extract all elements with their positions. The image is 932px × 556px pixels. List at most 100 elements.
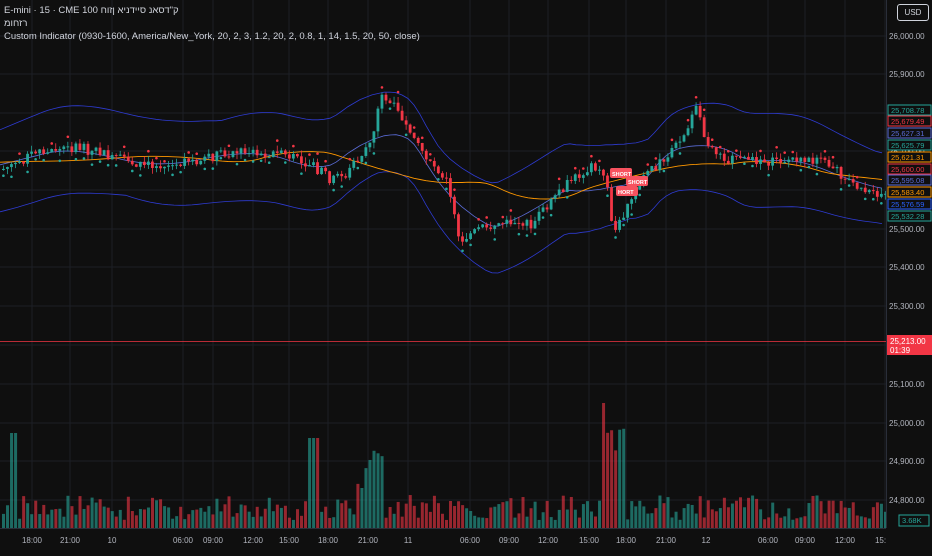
currency-button[interactable]: USD (897, 4, 929, 21)
candle-body (775, 157, 779, 159)
candle-body (767, 162, 770, 166)
candle-body (34, 151, 38, 154)
candle-body (142, 161, 146, 165)
volume-bar (875, 502, 879, 528)
signal-dot (718, 145, 722, 149)
volume-bar (364, 468, 368, 528)
candle-body (666, 157, 670, 162)
volume-bar (255, 506, 259, 528)
candle-body (449, 178, 452, 197)
volume-bar (537, 519, 541, 528)
signal-dot (509, 209, 513, 212)
candle-body (706, 137, 710, 147)
candle-body (747, 156, 750, 160)
volume-bar (662, 503, 666, 528)
volume-bar (420, 502, 424, 528)
signal-dot (541, 216, 545, 219)
candle-body (606, 175, 609, 188)
indicator-legend[interactable]: Custom Indicator (0930-1600, America/New… (4, 31, 420, 42)
candle-body (843, 178, 847, 180)
volume-bar (300, 515, 304, 528)
volume-bar (388, 507, 392, 528)
candle-body (493, 225, 497, 229)
candle-body (694, 105, 698, 115)
signal-dot (775, 146, 778, 149)
candle-body (223, 150, 227, 157)
price-chart[interactable]: SHORT SHORT HORT (0, 0, 887, 528)
signal-dot (815, 172, 819, 176)
volume-bar (114, 516, 118, 528)
candle-body (211, 153, 215, 162)
candle-body (497, 223, 501, 226)
volume-bar (142, 509, 146, 528)
signal-dot (871, 197, 875, 201)
candle-body (432, 160, 436, 167)
chart-pane[interactable]: SHORT SHORT HORT E-mini · 15 · CME 100 ק"ד… (0, 0, 887, 528)
signal-dot (759, 149, 762, 153)
signal-dot (791, 150, 795, 154)
volume-bar (267, 497, 271, 528)
time-axis[interactable]: 18:00 21:00 10 06:00 09:00 12:00 15:00 18:00 21:… (0, 528, 896, 551)
signal-dot (743, 162, 746, 166)
candle-body (384, 94, 388, 101)
candle-body (155, 166, 158, 168)
candle-body (755, 157, 758, 164)
candle-body (553, 195, 557, 199)
candle-body (678, 141, 682, 143)
volume-bar (650, 513, 654, 528)
candle-body (670, 147, 674, 158)
candle-body (489, 227, 493, 229)
candle-body (259, 153, 263, 156)
signal-dot (316, 152, 319, 155)
price-axis[interactable]: 26,000.0025,900.0025,800.0025,700.0025,6… (886, 0, 932, 528)
volume-bar (702, 517, 706, 528)
volume-bar (477, 517, 481, 528)
volume-bar (783, 516, 787, 528)
volume-bar (344, 500, 348, 528)
volume-bar (521, 497, 525, 528)
signal-dot (799, 168, 803, 172)
candle-body (255, 149, 259, 156)
signal-dot (831, 155, 835, 159)
price-tick-label: 24,800.00 (889, 496, 925, 505)
volume-bar (626, 519, 630, 528)
candle-body (674, 142, 678, 148)
candle-body (271, 151, 275, 158)
candle-body (199, 160, 203, 165)
candle-body (505, 219, 509, 224)
signal-dot (34, 157, 37, 161)
candle-body (203, 156, 207, 161)
signal-dot (259, 159, 263, 163)
time-tick-label: 18:00 (616, 536, 637, 545)
signal-dot (501, 215, 505, 219)
volume-bar (497, 504, 501, 528)
candle-body (227, 156, 231, 158)
candle-body (400, 110, 404, 121)
candle-body (22, 161, 25, 164)
volume-bar (440, 513, 444, 528)
candle-body (823, 157, 827, 160)
symbol-legend[interactable]: E-mini · 15 · CME 100 ק"דסאנ סיידניא ןזו… (4, 5, 179, 16)
candle-body (509, 219, 513, 225)
volume-bar (710, 509, 714, 528)
candle-body (134, 164, 138, 167)
volume-bar (585, 501, 589, 528)
volume-bar (738, 497, 742, 528)
candle-body (863, 187, 867, 193)
signal-dot (2, 174, 5, 177)
candle-body (195, 159, 199, 165)
candle-body (686, 128, 690, 136)
signal-dot (187, 151, 190, 154)
candle-body (66, 146, 70, 148)
candle-body (682, 135, 686, 142)
volume-bar (449, 500, 453, 528)
volume-bar (203, 511, 207, 528)
candle-body (855, 182, 859, 189)
volume-bar (356, 483, 360, 528)
candle-body (118, 154, 122, 156)
svg-text:25,595.08: 25,595.08 (891, 176, 924, 185)
volume-bar (308, 438, 312, 528)
volume-bar (6, 505, 10, 528)
volume-bar (759, 509, 763, 528)
volume-bar (167, 507, 171, 528)
